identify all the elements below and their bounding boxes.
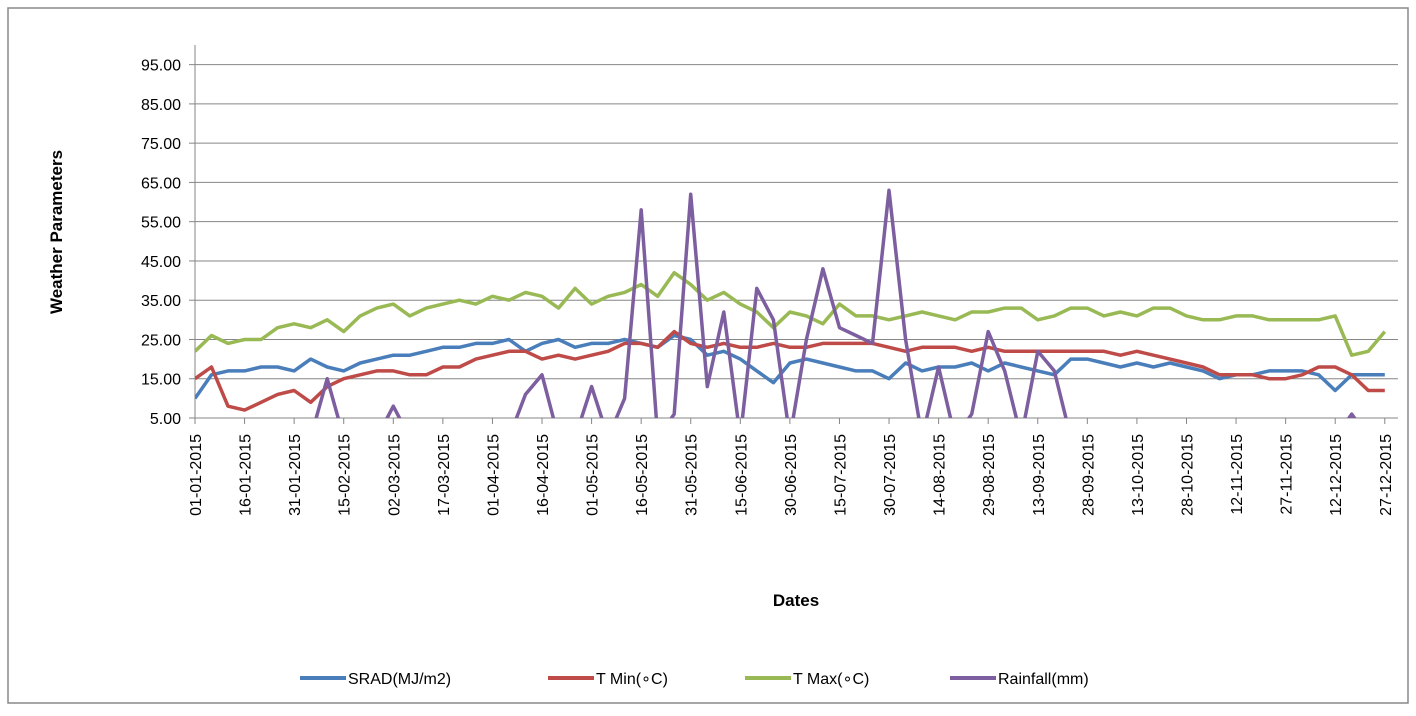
x-tick-label: 16-05-2015 xyxy=(634,434,651,516)
x-tick-label: 27-12-2015 xyxy=(1378,434,1395,516)
x-tick-label: 14-08-2015 xyxy=(932,434,949,516)
y-tick-label: 65.00 xyxy=(141,175,181,192)
x-tick-label: 27-11-2015 xyxy=(1279,434,1296,515)
x-tick-label: 01-04-2015 xyxy=(485,434,502,516)
y-tick-label: 55.00 xyxy=(141,215,181,232)
x-tick-label: 01-01-2015 xyxy=(188,434,205,516)
x-tick-label: 31-05-2015 xyxy=(684,434,701,516)
x-tick-label: 12-11-2015 xyxy=(1229,434,1246,515)
x-tick-label: 30-06-2015 xyxy=(783,434,800,516)
series-line xyxy=(195,329,1385,412)
y-tick-label: 5.00 xyxy=(150,411,181,428)
y-tick-label: 15.00 xyxy=(141,372,181,389)
x-tick-label: 15-06-2015 xyxy=(733,434,750,516)
y-tick-label: 45.00 xyxy=(141,254,181,271)
x-tick-label: 16-04-2015 xyxy=(535,434,552,516)
x-tick-label: 17-03-2015 xyxy=(436,434,453,516)
legend-label: T Max(∘C) xyxy=(793,671,869,688)
x-tick-label: 15-02-2015 xyxy=(337,434,354,516)
series-line xyxy=(195,270,1387,357)
x-tick-label: 15-07-2015 xyxy=(832,434,849,516)
x-axis-title: Dates xyxy=(773,591,819,610)
x-tick-label: 28-09-2015 xyxy=(1080,434,1097,516)
y-tick-label: 85.00 xyxy=(141,97,181,114)
x-tick-label: 30-07-2015 xyxy=(882,434,899,516)
x-tick-label: 13-10-2015 xyxy=(1130,434,1147,516)
x-tick-label: 02-03-2015 xyxy=(386,434,403,516)
x-tick-label: 12-12-2015 xyxy=(1328,434,1345,516)
y-tick-label: 95.00 xyxy=(141,58,181,75)
x-tick-label: 29-08-2015 xyxy=(981,434,998,516)
y-tick-label: 75.00 xyxy=(141,136,181,153)
x-tick-label: 01-05-2015 xyxy=(585,434,602,516)
y-axis-title: Weather Parameters xyxy=(47,150,66,314)
legend-label: Rainfall(mm) xyxy=(998,671,1089,688)
x-tick-label: 28-10-2015 xyxy=(1179,434,1196,516)
x-tick-label: 31-01-2015 xyxy=(287,434,304,516)
series-line xyxy=(314,188,1357,418)
x-tick-label: 16-01-2015 xyxy=(238,434,255,516)
y-tick-label: 25.00 xyxy=(141,332,181,349)
series-line xyxy=(195,333,1385,400)
legend-label: T Min(∘C) xyxy=(596,671,668,688)
x-tick-label: 13-09-2015 xyxy=(1031,434,1048,516)
y-tick-label: 35.00 xyxy=(141,293,181,310)
plot-lines xyxy=(195,188,1387,418)
legend-label: SRAD(MJ/m2) xyxy=(348,671,451,688)
